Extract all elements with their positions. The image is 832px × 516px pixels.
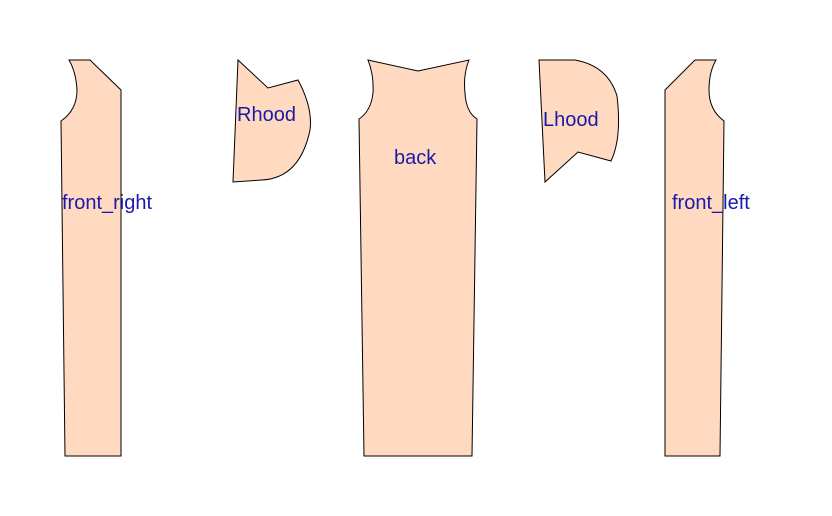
lhood-label: Lhood: [543, 109, 599, 131]
front-right-label: front_right: [62, 192, 152, 214]
front-right-shape[interactable]: [60, 59, 122, 457]
rhood-shape[interactable]: [232, 58, 311, 183]
front-right-piece[interactable]: front_right: [60, 59, 152, 457]
back-piece[interactable]: back: [358, 59, 478, 457]
front-left-label: front_left: [672, 192, 750, 214]
lhood-shape[interactable]: [538, 59, 620, 184]
rhood-label: Rhood: [237, 104, 296, 126]
front-left-piece[interactable]: front_left: [664, 59, 750, 457]
rhood-piece[interactable]: Rhood: [232, 58, 311, 183]
front-left-shape[interactable]: [664, 59, 725, 457]
lhood-piece[interactable]: Lhood: [538, 59, 620, 184]
back-label: back: [394, 147, 437, 169]
back-shape[interactable]: [358, 59, 478, 457]
